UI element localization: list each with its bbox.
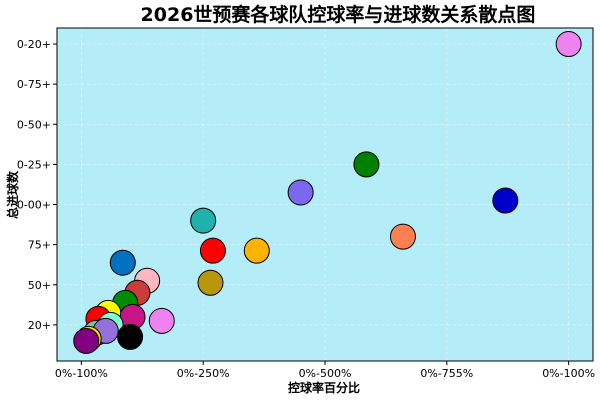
data-point [389,223,416,250]
data-point [197,269,224,296]
y-tick-label: 0-20+ [17,38,51,51]
x-tick-label: 0%-100% [542,367,595,380]
data-point [190,207,217,234]
data-point [287,179,314,206]
data-point [555,31,582,58]
y-tick-label: 0-50+ [17,118,51,131]
data-point [117,323,144,350]
x-tick-label: 0%-250% [177,367,230,380]
data-point [353,151,380,178]
x-axis-ticks: 0%-100% 0%-250% 0%-500% 0%-755% 0%-100% [55,361,595,380]
y-tick-label: 50+ [28,279,51,292]
data-point [73,327,100,354]
y-axis-label: 总进球数 [5,170,20,219]
x-tick-label: 0%-500% [299,367,352,380]
data-point [492,187,519,214]
y-tick-label: 0-75+ [17,78,51,91]
grid-lines [57,28,593,361]
data-point [243,237,270,264]
y-axis-ticks: 20+ 50+ 75+ 0-00+ 0-25+ 0-50+ 0-75+ 0-20+ [17,38,57,332]
chart-title: 2026世预赛各球队控球率与进球数关系散点图 [141,3,536,26]
y-tick-label: 20+ [28,319,51,332]
data-point [109,249,136,276]
data-points [73,31,582,354]
y-tick-label: 0-00+ [17,199,51,212]
y-tick-label: 75+ [28,239,51,252]
x-axis-label: 控球率百分比 [288,380,360,395]
data-point [199,237,226,264]
x-tick-label: 0%-755% [420,367,473,380]
data-point [148,307,175,334]
y-tick-label: 0-25+ [17,158,51,171]
x-tick-label: 0%-100% [55,367,108,380]
